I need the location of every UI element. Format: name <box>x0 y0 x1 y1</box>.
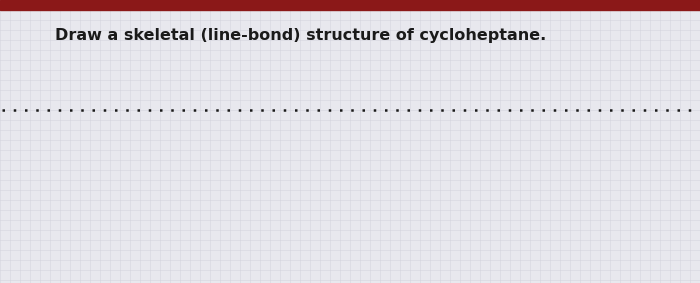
Text: Draw a skeletal (line-bond) structure of cycloheptane.: Draw a skeletal (line-bond) structure of… <box>55 28 546 43</box>
Bar <box>0 0 700 10</box>
